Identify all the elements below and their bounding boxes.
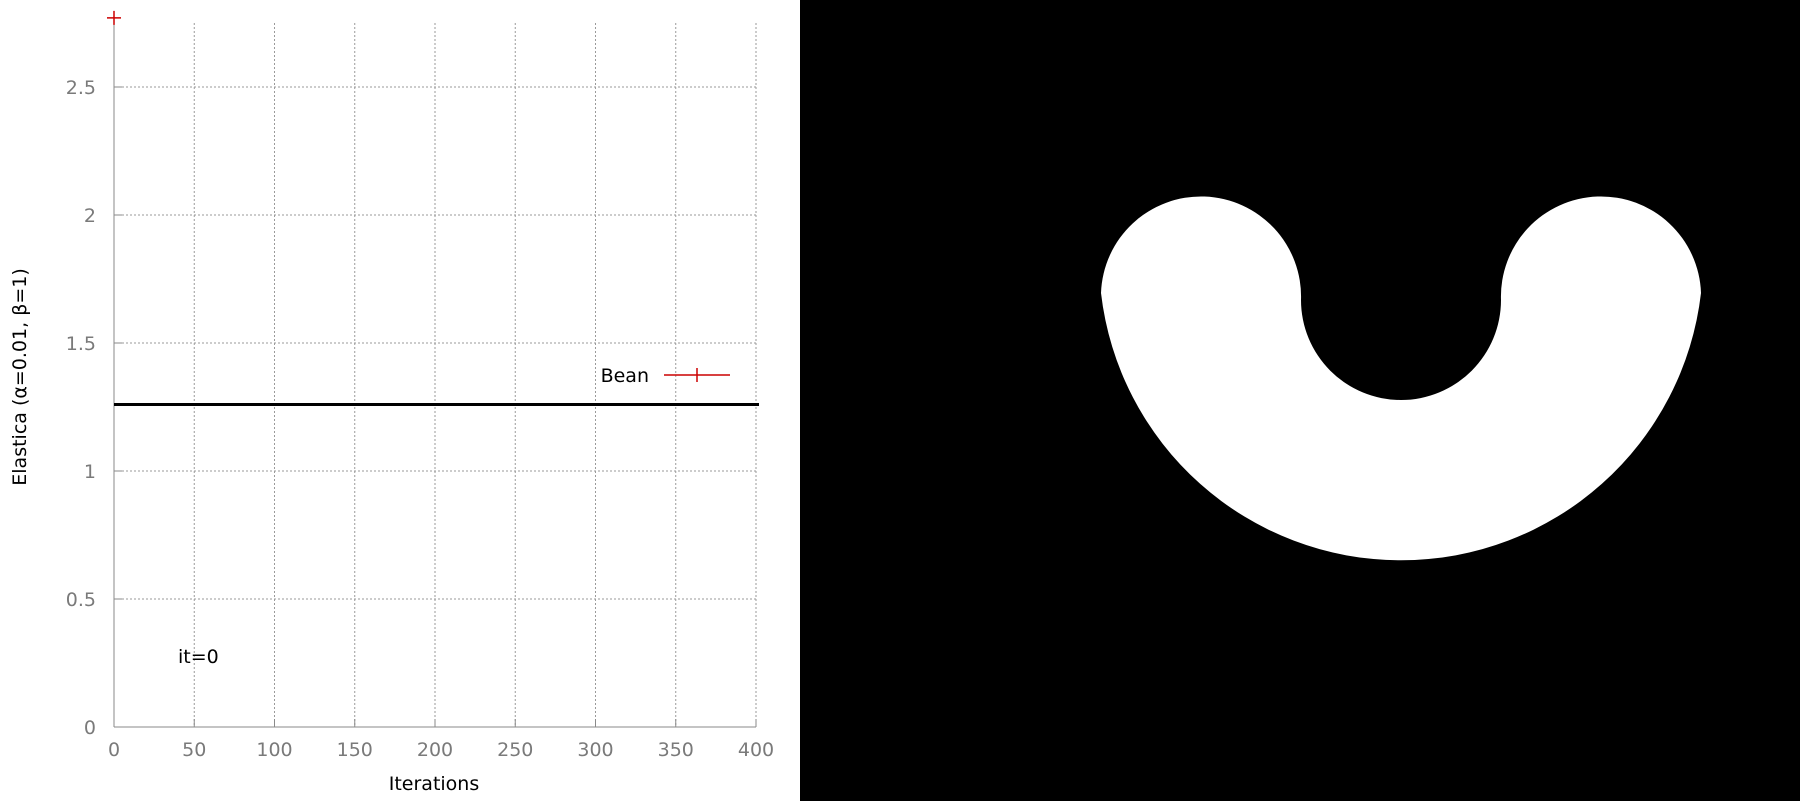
x-tick-label: 150 xyxy=(337,739,373,761)
x-tick-label: 50 xyxy=(182,739,206,761)
chart-panel: 0 50 100 150 200 250 300 350 400 0 0.5 1 1.5 2 2.5 It… xyxy=(0,0,800,801)
x-tick-label: 350 xyxy=(658,739,694,761)
y-tick-label: 1 xyxy=(84,461,96,483)
bean-shape xyxy=(1101,196,1701,561)
y-axis-title: Elastica (α=0.01, β=1) xyxy=(9,268,31,485)
y-tick-label: 0 xyxy=(84,717,96,739)
y-tick-labels: 0 0.5 1 1.5 2 2.5 xyxy=(66,77,96,739)
legend: Bean xyxy=(601,365,730,387)
x-tick-labels: 0 50 100 150 200 250 300 350 400 xyxy=(108,739,774,761)
iteration-annotation: it=0 xyxy=(178,646,219,668)
segmentation-image xyxy=(800,0,1800,801)
data-point-bean xyxy=(107,10,121,25)
x-axis-title: Iterations xyxy=(389,773,480,795)
x-tick-label: 400 xyxy=(738,739,774,761)
elastica-chart: 0 50 100 150 200 250 300 350 400 0 0.5 1 1.5 2 2.5 It… xyxy=(9,10,774,795)
series-bean xyxy=(107,10,121,25)
y-tick-label: 0.5 xyxy=(66,589,96,611)
x-tick-label: 250 xyxy=(497,739,533,761)
y-tick-label: 2.5 xyxy=(66,77,96,99)
y-tick-label: 2 xyxy=(84,205,96,227)
x-tick-label: 300 xyxy=(577,739,613,761)
image-panel xyxy=(800,0,1800,801)
axes xyxy=(113,23,756,728)
grid xyxy=(113,23,757,728)
x-tick-label: 0 xyxy=(108,739,120,761)
x-tick-label: 200 xyxy=(417,739,453,761)
legend-label-bean: Bean xyxy=(601,365,649,387)
x-tick-label: 100 xyxy=(256,739,292,761)
y-tick-label: 1.5 xyxy=(66,333,96,355)
